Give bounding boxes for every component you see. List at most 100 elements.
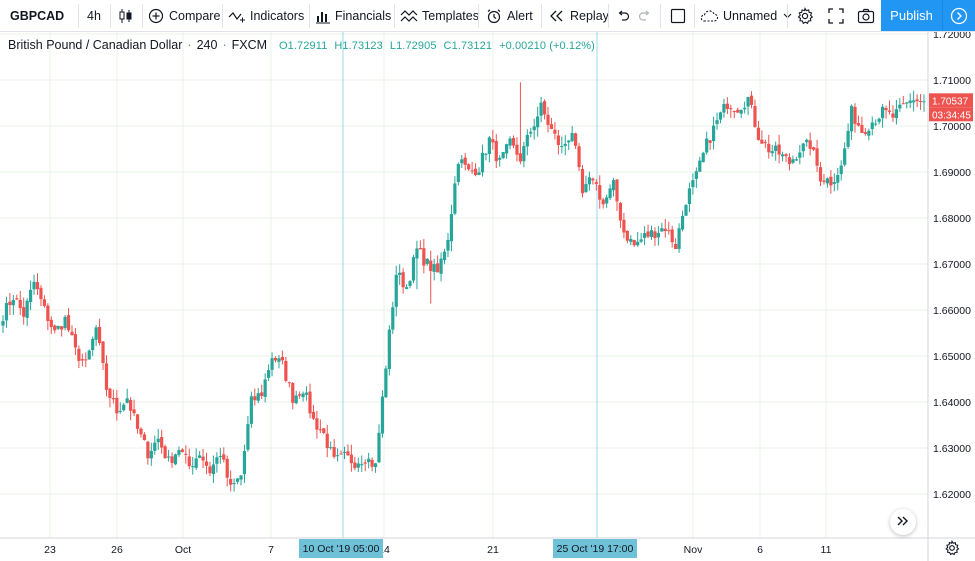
candle-body (918, 101, 923, 103)
candle-body (567, 140, 571, 143)
financials-button[interactable]: Financials (315, 0, 393, 31)
candle-body (908, 100, 912, 103)
chart-settings-button[interactable] (792, 0, 818, 31)
indicators-button[interactable]: Indicators (228, 0, 308, 31)
candle-body (436, 263, 440, 273)
candle-body (615, 179, 619, 202)
publish-label: Publish (890, 8, 933, 23)
candle-body (584, 184, 588, 193)
crosshair-time-tag (299, 539, 383, 558)
top-toolbar: GBPCAD 4h Compare Indicators Financials … (0, 0, 975, 32)
candle-body (60, 326, 64, 330)
candle-body (173, 454, 178, 465)
gear-icon (796, 6, 814, 25)
indicators-icon (228, 8, 246, 24)
publish-button[interactable]: Publish (881, 0, 942, 31)
candle-body (211, 464, 216, 475)
layout-name-button[interactable]: Unnamed (699, 0, 792, 31)
candle-body (273, 357, 278, 361)
redo-button[interactable] (636, 0, 654, 31)
candle-body (780, 154, 785, 157)
candle-body (560, 146, 564, 148)
price-axis-label: 1.62000 (933, 489, 971, 501)
candle-body (415, 248, 419, 259)
fullscreen-button[interactable] (823, 0, 849, 31)
candle-body (473, 168, 478, 175)
snapshot-button[interactable] (853, 0, 879, 31)
candle-body (798, 152, 802, 158)
candle-body (867, 130, 871, 136)
templates-button[interactable]: Templates (400, 0, 479, 31)
interval-button[interactable]: 4h (79, 0, 109, 31)
candle-body (294, 395, 298, 404)
candle-body (346, 451, 350, 456)
toolbar-divider (78, 4, 79, 28)
legend-close: C1.73121 (443, 40, 493, 52)
candle-body (529, 131, 533, 134)
undo-button[interactable] (614, 0, 632, 31)
candle-body (177, 450, 181, 455)
candle-body (418, 247, 422, 250)
candle-body (387, 329, 391, 370)
candle-body (166, 456, 171, 458)
symbol-legend: British Pound / Canadian Dollar · 240 · … (8, 38, 595, 52)
countdown-label: 03:34:45 (932, 110, 971, 121)
candle-body (574, 133, 578, 146)
candle-body (256, 393, 260, 401)
candle-body (636, 241, 640, 246)
compare-label: Compare (169, 8, 221, 23)
candle-body (322, 428, 326, 434)
publish-menu-button[interactable] (942, 0, 975, 31)
alert-button[interactable]: Alert (486, 0, 540, 31)
candle-body (522, 146, 526, 162)
candle-body (749, 95, 754, 105)
candle-body (491, 139, 495, 143)
candle-body (874, 123, 878, 125)
candle-body (870, 122, 874, 130)
replay-icon (549, 9, 565, 23)
price-axis-label: 1.72000 (933, 32, 971, 41)
candle-body (449, 214, 454, 242)
candle-body (887, 110, 892, 112)
candle-body (556, 135, 560, 145)
candle-body (215, 457, 219, 464)
legend-separator: · (187, 38, 192, 52)
select-layout-button[interactable] (664, 0, 692, 31)
double-chevron-right-icon (897, 513, 909, 531)
candle-body (605, 197, 609, 204)
candle-body (725, 103, 729, 109)
candle-body (812, 147, 816, 150)
candle-body (801, 143, 805, 152)
toolbar-divider (541, 4, 542, 28)
chart-canvas[interactable]: 1.72000 1.71000 1.70000 1.69000 1.68000 1.670… (0, 32, 975, 561)
symbol-search-button[interactable]: GBPCAD (0, 0, 78, 31)
price-axis-label: 1.63000 (933, 443, 971, 455)
candle-body (518, 153, 523, 162)
candle-body (156, 438, 160, 443)
chart-area[interactable]: 1.72000 1.71000 1.70000 1.69000 1.68000 1.670… (0, 32, 975, 561)
time-axis-label: 21 (487, 544, 499, 556)
candle-body (498, 157, 502, 160)
chart-style-button[interactable] (111, 0, 141, 31)
candle-body (384, 368, 388, 398)
replay-button[interactable]: Replay (549, 0, 609, 31)
candle-body (687, 188, 692, 205)
plus-circle-icon (148, 8, 164, 24)
candle-body (380, 396, 385, 434)
candle-body (912, 100, 916, 103)
scale-settings-button[interactable] (932, 539, 972, 560)
candle-body (139, 428, 143, 435)
candle-body (818, 167, 823, 182)
candle-body (170, 456, 174, 463)
candle-body (4, 303, 9, 321)
alarm-clock-icon (486, 8, 502, 24)
candle-body (280, 356, 285, 361)
scroll-to-realtime-button[interactable] (890, 509, 916, 535)
candle-body (153, 442, 157, 451)
candle-body (408, 281, 412, 286)
candle-body (204, 461, 209, 466)
candle-body (97, 326, 102, 344)
candle-body (298, 394, 302, 396)
financials-label: Financials (335, 8, 392, 23)
compare-button[interactable]: Compare (148, 0, 220, 31)
